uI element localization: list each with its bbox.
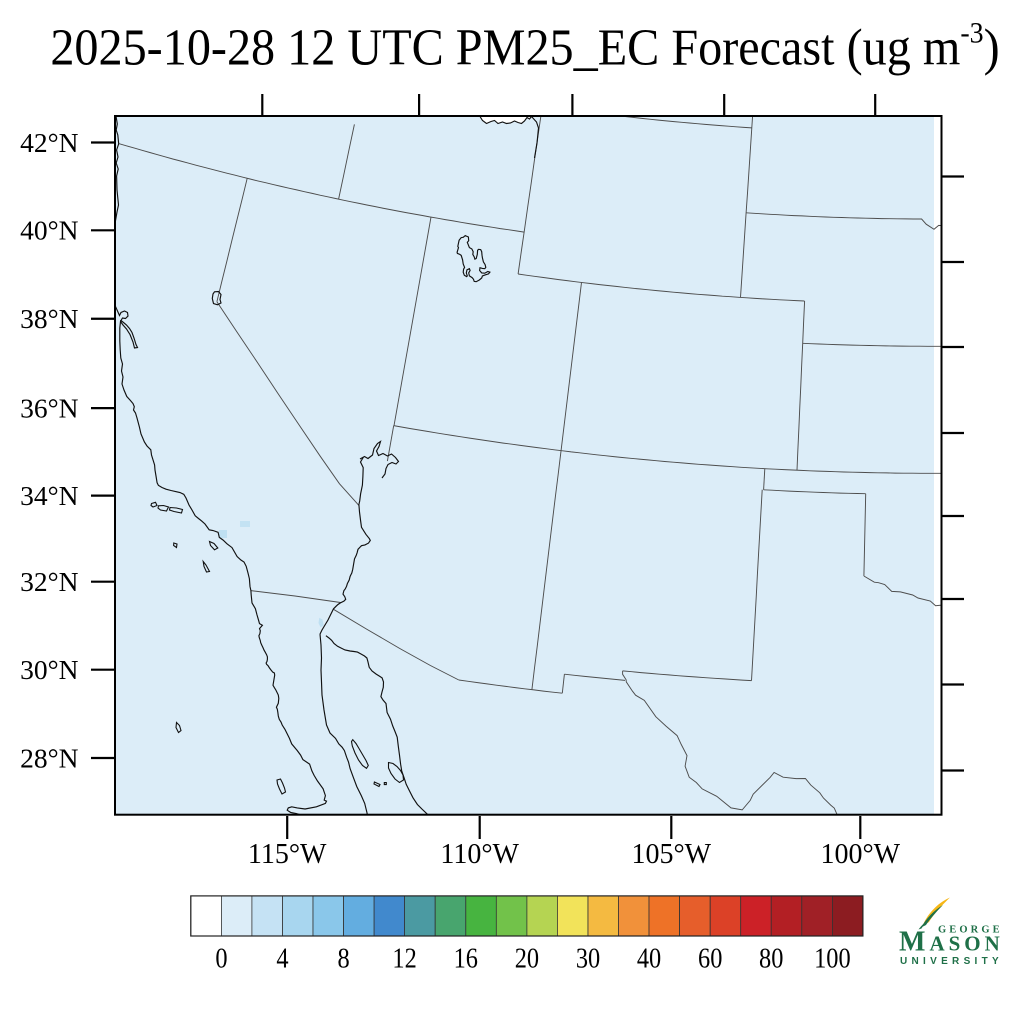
svg-text:60: 60 bbox=[698, 942, 722, 974]
svg-text:28°N: 28°N bbox=[20, 742, 78, 773]
svg-text:42°N: 42°N bbox=[20, 127, 78, 158]
svg-text:MASON: MASON bbox=[899, 927, 1004, 958]
svg-text:0: 0 bbox=[215, 942, 227, 974]
svg-text:UNIVERSITY: UNIVERSITY bbox=[900, 956, 1003, 967]
svg-text:100: 100 bbox=[814, 942, 851, 974]
svg-text:34°N: 34°N bbox=[20, 480, 78, 511]
svg-text:100°W: 100°W bbox=[820, 839, 900, 870]
svg-text:105°W: 105°W bbox=[631, 839, 711, 870]
svg-text:4: 4 bbox=[276, 942, 288, 974]
svg-text:GEORGE: GEORGE bbox=[938, 925, 1003, 936]
svg-text:16: 16 bbox=[454, 942, 478, 974]
svg-text:8: 8 bbox=[338, 942, 350, 974]
svg-text:36°N: 36°N bbox=[20, 392, 78, 423]
svg-text:12: 12 bbox=[392, 942, 416, 974]
svg-text:110°W: 110°W bbox=[440, 839, 519, 870]
svg-text:115°W: 115°W bbox=[248, 839, 327, 870]
svg-text:40°N: 40°N bbox=[20, 215, 78, 246]
svg-text:30°N: 30°N bbox=[20, 654, 78, 685]
svg-text:38°N: 38°N bbox=[20, 303, 78, 334]
svg-text:80: 80 bbox=[759, 942, 783, 974]
svg-text:20: 20 bbox=[515, 942, 539, 974]
svg-text:30: 30 bbox=[576, 942, 600, 974]
svg-text:2025-10-28 12 UTC PM25_EC Fore: 2025-10-28 12 UTC PM25_EC Forecast (ug m… bbox=[50, 17, 999, 76]
svg-text:40: 40 bbox=[637, 942, 661, 974]
svg-text:32°N: 32°N bbox=[20, 566, 78, 597]
